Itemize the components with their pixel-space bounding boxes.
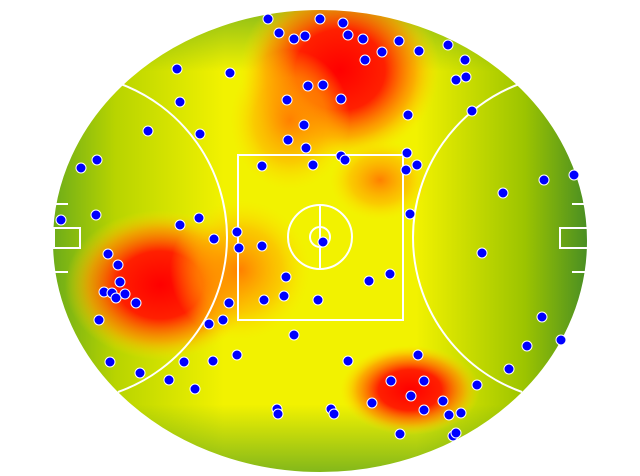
point [110,292,122,304]
point [307,159,319,171]
point [104,356,116,368]
point [142,125,154,137]
point [418,404,430,416]
point [258,294,270,306]
point [223,297,235,309]
point [443,409,455,421]
point [568,169,580,181]
point [171,63,183,75]
point [273,27,285,39]
point [174,219,186,231]
point [281,94,293,106]
point [312,294,324,306]
point [278,290,290,302]
point [119,288,131,300]
point [402,109,414,121]
point [231,349,243,361]
point [476,247,488,259]
point [112,259,124,271]
point [256,240,268,252]
point [288,329,300,341]
point [55,214,67,226]
point [411,159,423,171]
point [208,233,220,245]
point [363,275,375,287]
point [300,142,312,154]
point [455,407,467,419]
point [75,162,87,174]
point [450,74,462,86]
point [357,33,369,45]
point [503,363,515,375]
point [400,164,412,176]
point [256,160,268,172]
point [317,79,329,91]
point [555,334,567,346]
point [262,13,274,25]
point [384,268,396,280]
point [471,379,483,391]
point [335,93,347,105]
point [401,147,413,159]
point [302,80,314,92]
point [328,408,340,420]
point [130,297,142,309]
point [91,154,103,166]
point [203,318,215,330]
point [90,209,102,221]
point [339,154,351,166]
point [224,67,236,79]
point [194,128,206,140]
point [114,276,126,288]
point [288,33,300,45]
point [413,45,425,57]
point [342,29,354,41]
point [233,242,245,254]
point [459,54,471,66]
point [376,46,388,58]
point [282,134,294,146]
point [536,311,548,323]
point [393,35,405,47]
point [342,355,354,367]
point [193,212,205,224]
point [93,314,105,326]
point [418,375,430,387]
point [497,187,509,199]
point [189,383,201,395]
point [404,208,416,220]
point [207,355,219,367]
point [359,54,371,66]
point [366,397,378,409]
point [299,30,311,42]
point [405,390,417,402]
point [337,17,349,29]
point [272,408,284,420]
point [280,271,292,283]
point [217,314,229,326]
point [538,174,550,186]
point [231,226,243,238]
point [317,236,329,248]
point [134,367,146,379]
point [298,119,310,131]
point [102,248,114,260]
point [521,340,533,352]
point [174,96,186,108]
point [442,39,454,51]
point [178,356,190,368]
point [460,71,472,83]
point [163,374,175,386]
field-markings [51,8,589,474]
point [437,395,449,407]
point [450,427,462,439]
point [385,375,397,387]
point [412,349,424,361]
point [466,105,478,117]
point [394,428,406,440]
point [314,13,326,25]
